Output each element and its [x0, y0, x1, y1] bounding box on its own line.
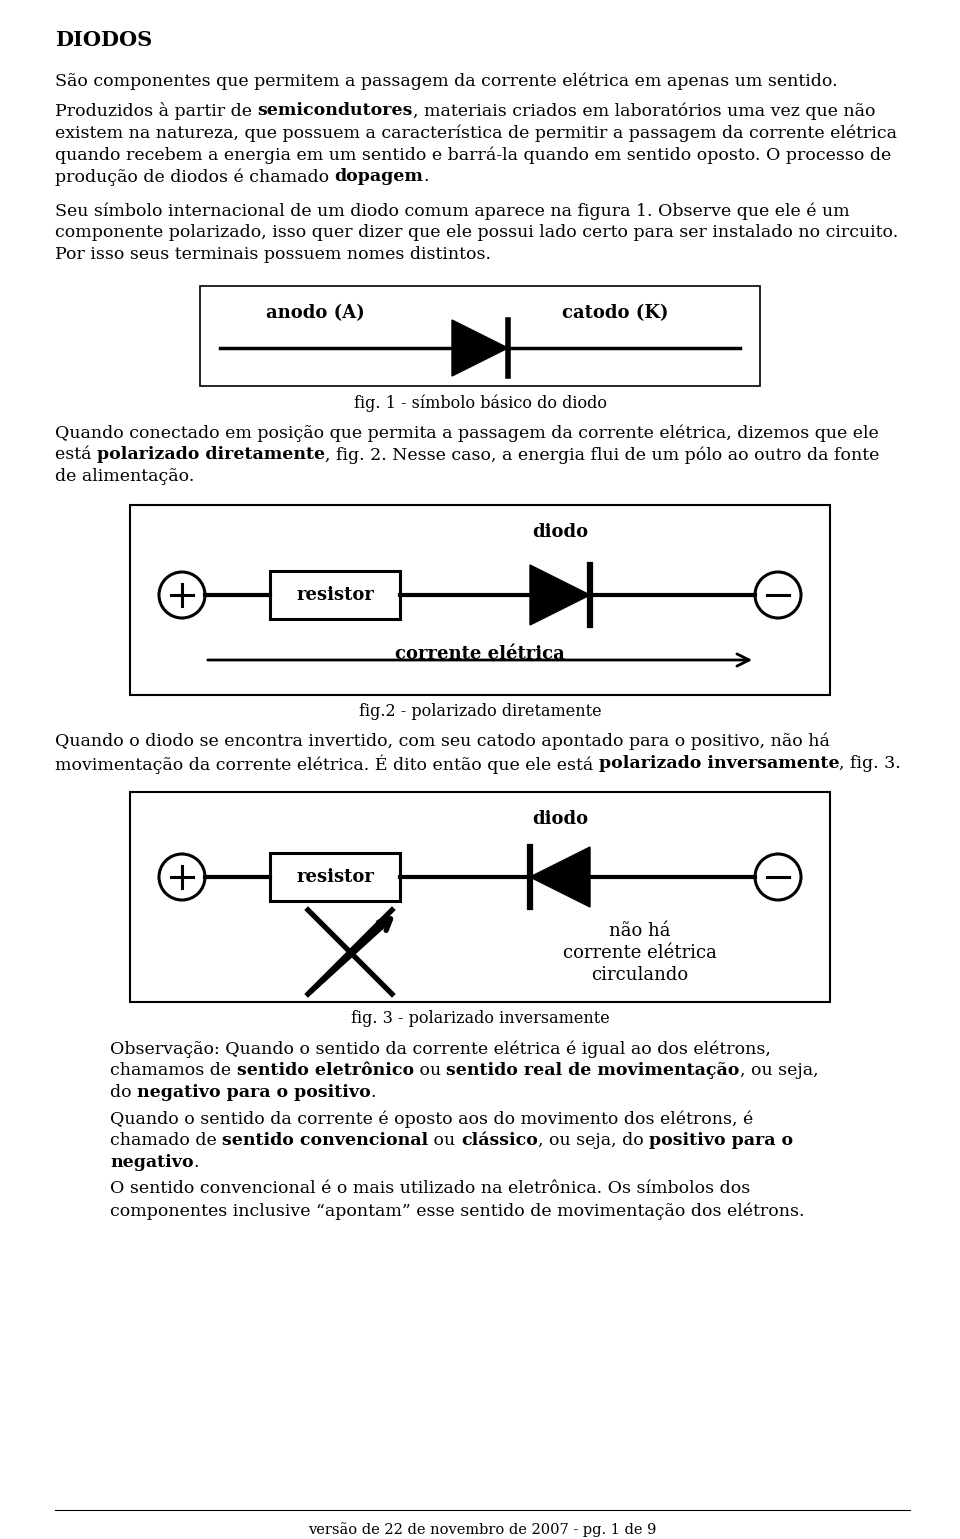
Text: diodo: diodo: [532, 810, 588, 828]
Text: sentido real de movimentação: sentido real de movimentação: [446, 1062, 740, 1079]
Text: Quando o diodo se encontra invertido, com seu catodo apontado para o positivo, n: Quando o diodo se encontra invertido, co…: [55, 733, 829, 751]
Polygon shape: [452, 320, 508, 376]
Polygon shape: [530, 565, 590, 625]
Text: existem na natureza, que possuem a característica de permitir a passagem da corr: existem na natureza, que possuem a carac…: [55, 125, 897, 142]
Text: produção de diodos é chamado: produção de diodos é chamado: [55, 168, 335, 186]
Text: quando recebem a energia em um sentido e barrá-la quando em sentido oposto. O pr: quando recebem a energia em um sentido e…: [55, 146, 891, 163]
Text: negativo: negativo: [110, 1154, 194, 1171]
Bar: [270, 571, 400, 619]
Text: chamado de: chamado de: [110, 1133, 223, 1150]
Text: O sentido convencional é o mais utilizado na eletrônica. Os símbolos dos: O sentido convencional é o mais utilizad…: [110, 1180, 751, 1197]
Text: diodo: diodo: [532, 523, 588, 542]
Text: , ou seja, do: , ou seja, do: [538, 1133, 649, 1150]
Text: anodo (A): anodo (A): [266, 305, 365, 322]
Text: fig. 3 - polarizado inversamente: fig. 3 - polarizado inversamente: [350, 1010, 610, 1027]
Text: .: .: [371, 1083, 376, 1100]
Text: movimentação da corrente elétrica. É dito então que ele está: movimentação da corrente elétrica. É dit…: [55, 756, 599, 774]
Text: ou: ou: [428, 1133, 461, 1150]
Text: corrente elétrica: corrente elétrica: [564, 943, 717, 962]
Text: negativo para o positivo: negativo para o positivo: [137, 1083, 371, 1100]
Text: Quando conectado em posição que permita a passagem da corrente elétrica, dizemos: Quando conectado em posição que permita …: [55, 425, 878, 442]
Bar: [130, 505, 830, 696]
Text: circulando: circulando: [591, 966, 688, 983]
Text: resistor: resistor: [296, 868, 374, 886]
Text: chamamos de: chamamos de: [110, 1062, 236, 1079]
Text: , fig. 3.: , fig. 3.: [839, 756, 901, 773]
Text: polarizado diretamente: polarizado diretamente: [97, 446, 325, 463]
Polygon shape: [530, 846, 590, 906]
Text: sentido convencional: sentido convencional: [223, 1133, 428, 1150]
Text: Observação: Quando o sentido da corrente elétrica é igual ao dos elétrons,: Observação: Quando o sentido da corrente…: [110, 1040, 771, 1057]
Text: , fig. 2. Nesse caso, a energia flui de um pólo ao outro da fonte: , fig. 2. Nesse caso, a energia flui de …: [325, 446, 879, 463]
Text: componentes inclusive “apontam” esse sentido de movimentação dos elétrons.: componentes inclusive “apontam” esse sen…: [110, 1202, 804, 1219]
Text: DIODOS: DIODOS: [55, 29, 153, 49]
Text: ou: ou: [414, 1062, 446, 1079]
Text: positivo para o: positivo para o: [649, 1133, 793, 1150]
Text: Seu símbolo internacional de um diodo comum aparece na figura 1. Observe que ele: Seu símbolo internacional de um diodo co…: [55, 202, 850, 220]
Text: componente polarizado, isso quer dizer que ele possui lado certo para ser instal: componente polarizado, isso quer dizer q…: [55, 225, 899, 242]
Bar: [200, 286, 760, 386]
Text: sentido eletrônico: sentido eletrônico: [236, 1062, 414, 1079]
Text: .: .: [423, 168, 429, 185]
Text: clássico: clássico: [461, 1133, 538, 1150]
Bar: [130, 793, 830, 1002]
Text: corrente elétrica: corrente elétrica: [396, 645, 564, 663]
Text: Quando o sentido da corrente é oposto aos do movimento dos elétrons, é: Quando o sentido da corrente é oposto ao…: [110, 1110, 754, 1128]
Text: semicondutores: semicondutores: [257, 102, 413, 119]
Text: catodo (K): catodo (K): [562, 305, 668, 322]
Text: , ou seja,: , ou seja,: [740, 1062, 818, 1079]
Text: fig. 1 - símbolo básico do diodo: fig. 1 - símbolo básico do diodo: [353, 394, 607, 411]
Text: Produzidos à partir de: Produzidos à partir de: [55, 102, 257, 120]
Text: do: do: [110, 1083, 137, 1100]
Text: está: está: [55, 446, 97, 463]
Text: não há: não há: [610, 922, 671, 940]
Text: versão de 22 de novembro de 2007 - pg. 1 de 9: versão de 22 de novembro de 2007 - pg. 1…: [308, 1522, 657, 1537]
Text: dopagem: dopagem: [335, 168, 423, 185]
Text: .: .: [194, 1154, 199, 1171]
Text: , materiais criados em laboratórios uma vez que não: , materiais criados em laboratórios uma …: [413, 102, 876, 120]
Text: polarizado inversamente: polarizado inversamente: [599, 756, 839, 773]
Bar: [270, 853, 400, 900]
Text: fig.2 - polarizado diretamente: fig.2 - polarizado diretamente: [359, 703, 601, 720]
Text: de alimentação.: de alimentação.: [55, 468, 194, 485]
Text: resistor: resistor: [296, 586, 374, 603]
Text: São componentes que permitem a passagem da corrente elétrica em apenas um sentid: São componentes que permitem a passagem …: [55, 72, 838, 89]
Text: Por isso seus terminais possuem nomes distintos.: Por isso seus terminais possuem nomes di…: [55, 246, 491, 263]
